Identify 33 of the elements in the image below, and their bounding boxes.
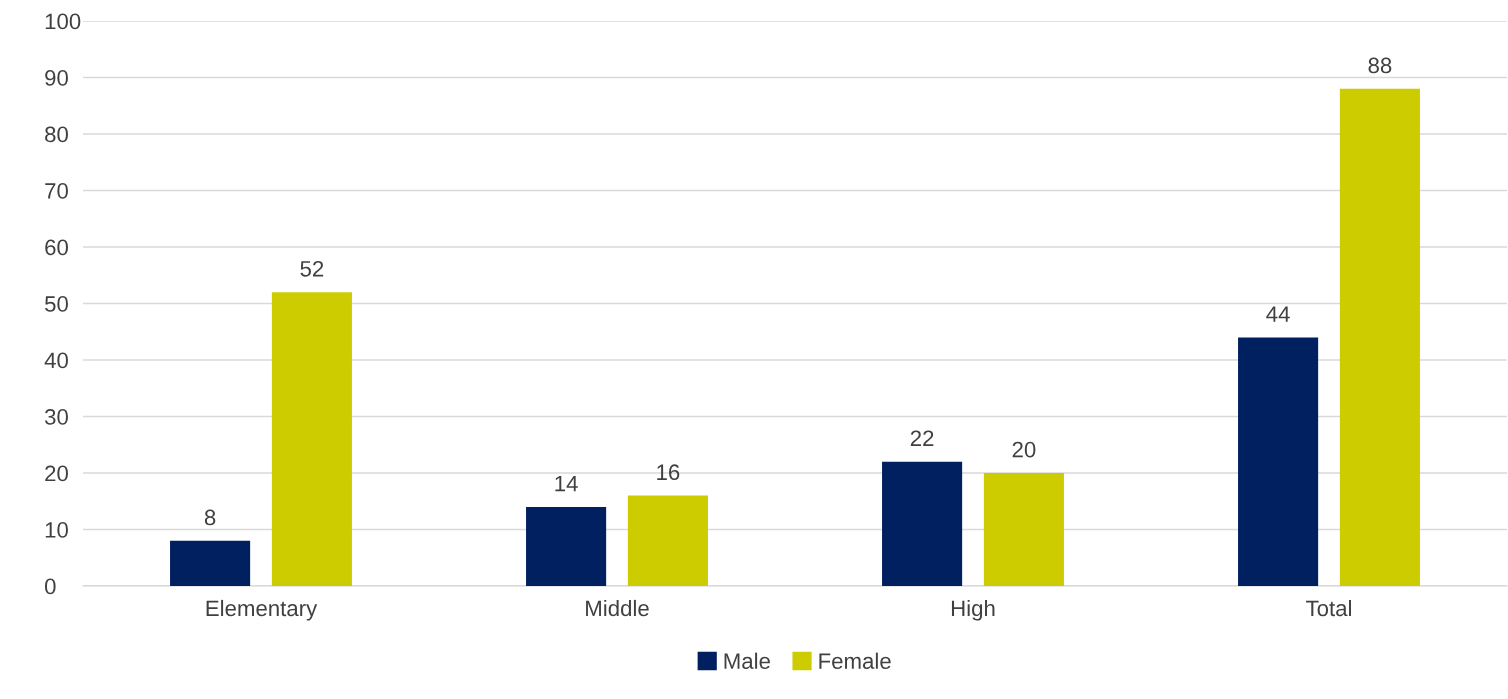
y-tick-label: 70 bbox=[45, 183, 68, 199]
data-label: 22 bbox=[910, 430, 934, 446]
bar bbox=[882, 461, 963, 586]
y-tick-label: 100 bbox=[45, 13, 81, 30]
y-tick-label: 90 bbox=[45, 70, 68, 86]
x-tick-label: Total bbox=[1306, 599, 1351, 617]
x-tick-label: Elementary bbox=[206, 599, 318, 621]
bar bbox=[526, 506, 607, 586]
data-label: 16 bbox=[657, 464, 680, 481]
bar bbox=[1238, 337, 1319, 586]
bar bbox=[170, 540, 251, 586]
x-tick-label: High bbox=[951, 599, 995, 621]
data-label: 52 bbox=[300, 260, 324, 277]
data-label: 8 bbox=[204, 509, 216, 526]
data-label: 44 bbox=[1266, 306, 1290, 322]
legend-label: Female bbox=[819, 652, 891, 669]
data-label: 20 bbox=[1012, 441, 1036, 458]
y-tick-label: 0 bbox=[44, 578, 56, 595]
bar bbox=[627, 495, 708, 586]
y-tick-label: 20 bbox=[45, 465, 68, 482]
bar bbox=[1339, 88, 1420, 586]
data-label: 88 bbox=[1368, 57, 1392, 74]
legend-label: Male bbox=[724, 652, 770, 669]
data-label: 14 bbox=[555, 475, 578, 492]
x-tick-label: Middle bbox=[586, 599, 649, 617]
bar bbox=[271, 292, 352, 586]
y-tick-label: 10 bbox=[45, 522, 68, 538]
y-tick-label: 80 bbox=[45, 126, 68, 143]
bar bbox=[983, 473, 1064, 586]
y-tick-label: 60 bbox=[45, 239, 68, 256]
y-tick-label: 50 bbox=[45, 296, 68, 312]
y-tick-label: 30 bbox=[44, 409, 68, 425]
y-tick-label: 40 bbox=[44, 352, 68, 369]
